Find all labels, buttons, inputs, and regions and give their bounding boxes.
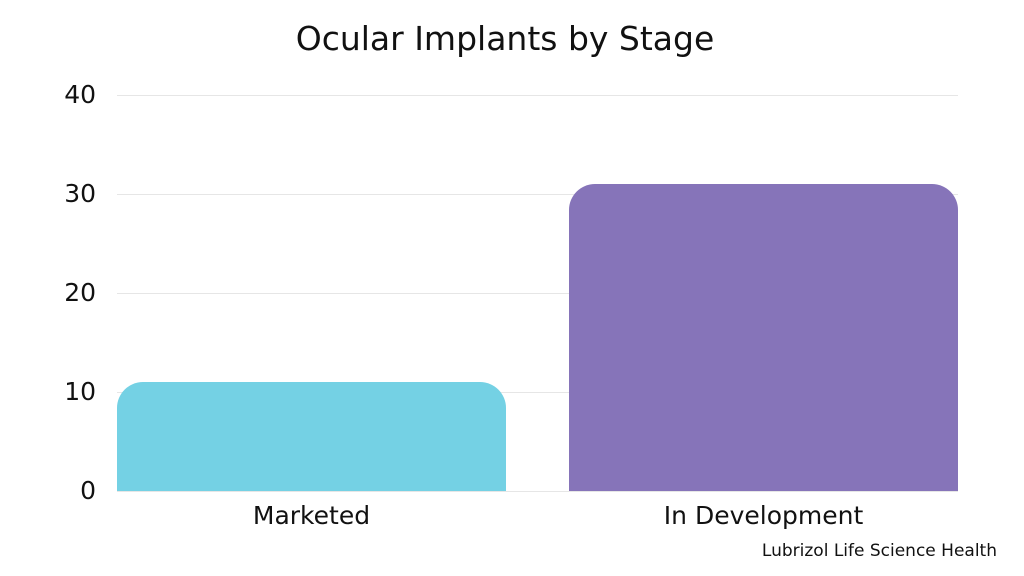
bars-row: [117, 95, 958, 491]
gridline-y-40: [117, 94, 958, 96]
source-credit: Lubrizol Life Science Health: [761, 541, 997, 561]
bar-in-development: [569, 184, 958, 491]
category-label-in-development: In Development: [663, 501, 864, 530]
gridline-y-0: [117, 490, 958, 492]
y-tick-label-40: 40: [64, 80, 96, 109]
gridline-y-10: [117, 391, 958, 393]
y-tick-label-20: 20: [64, 278, 96, 307]
gridline-y-20: [117, 292, 958, 294]
category-label-marketed: Marketed: [252, 501, 371, 530]
y-tick-label-10: 10: [64, 377, 96, 406]
gridline-y-30: [117, 193, 958, 195]
y-tick-label-0: 0: [80, 476, 96, 505]
chart-title: Ocular Implants by Stage: [295, 19, 715, 58]
x-axis-category-labels: Marketed In Development: [117, 501, 958, 531]
y-tick-label-30: 30: [64, 179, 96, 208]
plot-area: [117, 94, 958, 492]
bar-marketed: [117, 382, 506, 491]
